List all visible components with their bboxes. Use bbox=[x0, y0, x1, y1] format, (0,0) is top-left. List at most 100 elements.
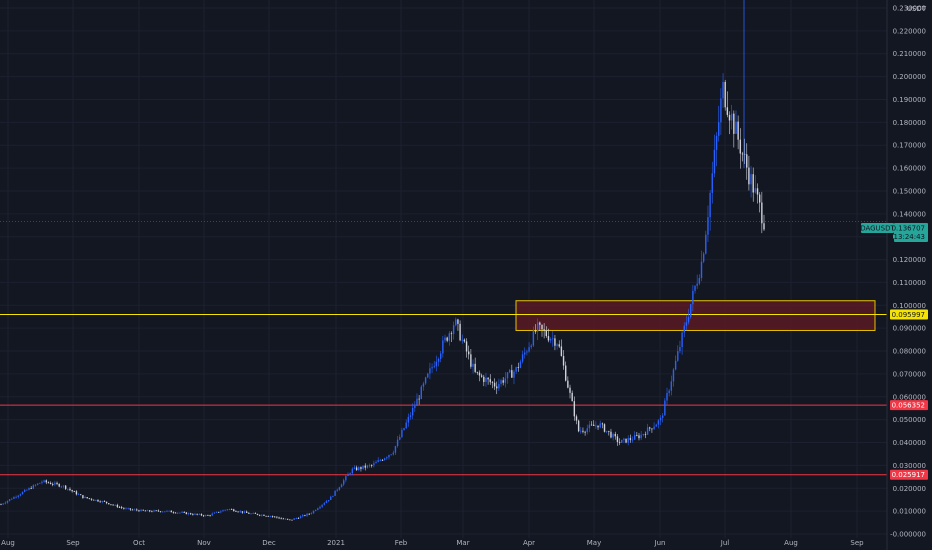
candle-body bbox=[386, 457, 388, 459]
candle-body bbox=[144, 510, 147, 512]
candle-body bbox=[659, 417, 662, 421]
price-tick-label: 0.120000 bbox=[893, 256, 926, 264]
candle-body bbox=[696, 283, 698, 286]
candle-body bbox=[577, 420, 580, 432]
candle-body bbox=[558, 344, 560, 347]
candle-body bbox=[39, 482, 41, 484]
candle-body bbox=[373, 463, 375, 466]
candle-body bbox=[192, 514, 194, 516]
candle-body bbox=[179, 512, 181, 514]
candle-body bbox=[541, 324, 543, 330]
candle-body bbox=[618, 441, 621, 443]
candle-body bbox=[280, 518, 282, 520]
candle-body bbox=[338, 487, 341, 490]
candle-body bbox=[172, 512, 175, 514]
price-tick-label: -0.000000 bbox=[890, 531, 926, 539]
candle-body bbox=[317, 508, 319, 511]
candle-body bbox=[209, 515, 211, 517]
candle-body bbox=[674, 360, 677, 370]
candle-body bbox=[246, 511, 248, 513]
candle-body bbox=[610, 431, 612, 438]
candle-body bbox=[217, 511, 220, 513]
candle-body bbox=[489, 379, 491, 383]
candle-body bbox=[605, 430, 608, 432]
candle-body bbox=[269, 516, 272, 517]
candle-body bbox=[685, 322, 688, 326]
candle-body bbox=[661, 415, 664, 418]
candle-body bbox=[114, 504, 116, 506]
countdown-text: 13:24:43 bbox=[894, 233, 925, 241]
candle-body bbox=[633, 435, 636, 440]
candle-body bbox=[142, 509, 144, 511]
candle-body bbox=[666, 392, 668, 401]
candle-body bbox=[123, 507, 125, 509]
candle-body bbox=[636, 435, 638, 436]
candle-body bbox=[319, 506, 321, 509]
candle-body bbox=[181, 512, 183, 514]
candle-body bbox=[237, 511, 239, 513]
candle-body bbox=[465, 341, 468, 352]
candle-body bbox=[224, 509, 226, 511]
time-axis[interactable]: Aug Sep Oct Nov Dec 2021 Feb Mar Apr May Jun Jul Aug… bbox=[1, 539, 864, 547]
candle-body bbox=[355, 467, 358, 471]
candle-body bbox=[286, 518, 289, 520]
candle-body bbox=[366, 465, 369, 468]
candle-body bbox=[54, 482, 56, 485]
candle-body bbox=[278, 517, 280, 519]
candle-body bbox=[110, 504, 112, 506]
time-tick-label: Apr bbox=[523, 539, 535, 547]
candle-body bbox=[75, 491, 78, 495]
candle-body bbox=[323, 503, 326, 505]
candle-body bbox=[332, 495, 334, 497]
candle-body bbox=[243, 511, 246, 513]
level-badge bbox=[890, 309, 928, 320]
symbol-badge: DAGUSDT bbox=[860, 223, 896, 233]
price-tick-label: 0.040000 bbox=[893, 439, 926, 447]
candle-body bbox=[638, 435, 640, 439]
candle-body bbox=[77, 494, 80, 496]
candle-body bbox=[8, 499, 11, 501]
candle-body bbox=[664, 400, 666, 416]
candle-body bbox=[62, 485, 65, 487]
candle-body bbox=[17, 495, 19, 497]
price-tick-label: 0.090000 bbox=[893, 325, 926, 333]
candle-body bbox=[289, 519, 291, 521]
candle-body bbox=[401, 430, 403, 438]
candle-body bbox=[250, 513, 252, 515]
price-tick-label: 0.160000 bbox=[893, 165, 926, 173]
candle-body bbox=[556, 344, 558, 346]
price-axis[interactable]: USDT 0.230000 0.220000 0.210000 0.200000 0.1… bbox=[886, 0, 932, 550]
candle-body bbox=[420, 386, 422, 399]
candle-body bbox=[153, 510, 155, 512]
candle-body bbox=[86, 497, 88, 499]
candle-body bbox=[345, 476, 347, 481]
candle-body bbox=[282, 518, 285, 520]
price-tick-label: 0.020000 bbox=[893, 485, 926, 493]
candle-body bbox=[655, 424, 657, 427]
candle-body bbox=[588, 424, 591, 429]
candle-body bbox=[164, 511, 166, 513]
candle-body bbox=[121, 507, 123, 508]
candle-body bbox=[239, 511, 241, 513]
candle-body bbox=[30, 487, 32, 489]
candle-body bbox=[575, 416, 578, 421]
candle-body bbox=[267, 516, 269, 517]
candle-body bbox=[399, 437, 401, 440]
candle-body bbox=[700, 261, 703, 279]
candle-body bbox=[468, 351, 470, 355]
candles bbox=[0, 0, 765, 521]
candle-body bbox=[519, 361, 522, 368]
level-badge-text: 0.095997 bbox=[892, 311, 925, 319]
candle-body bbox=[304, 515, 306, 516]
candle-body bbox=[452, 325, 455, 334]
time-tick-label: May bbox=[587, 539, 601, 547]
candle-body bbox=[47, 482, 50, 484]
candle-body bbox=[43, 480, 45, 482]
candle-body bbox=[485, 377, 487, 382]
zone-rect bbox=[515, 300, 876, 331]
candle-body bbox=[569, 387, 571, 393]
candle-body bbox=[222, 510, 224, 512]
candle-body bbox=[435, 361, 438, 367]
candle-body bbox=[433, 366, 435, 368]
